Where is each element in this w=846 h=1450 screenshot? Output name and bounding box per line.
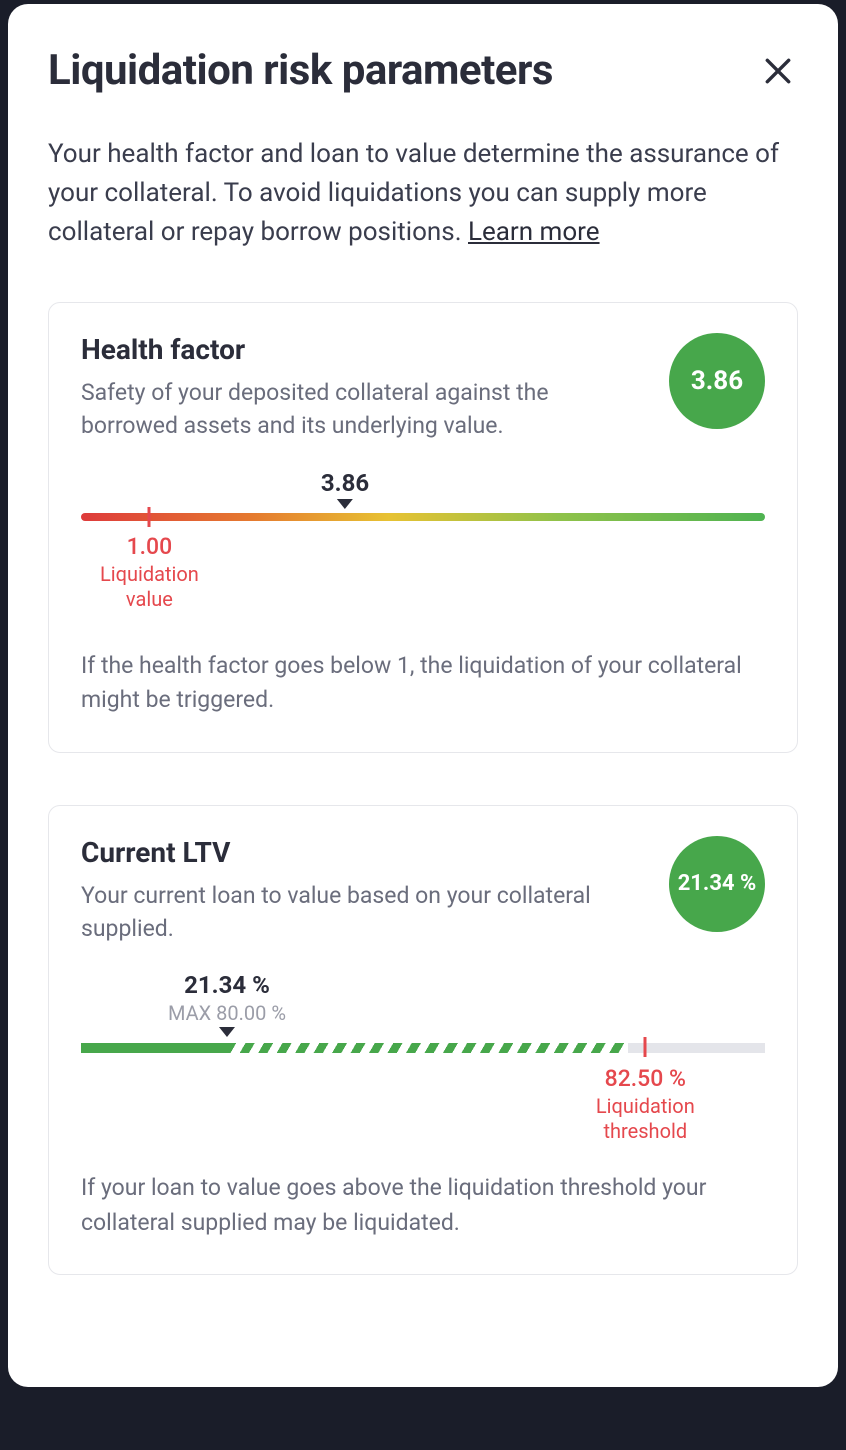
hf-gradient-bar: [81, 513, 765, 521]
ltv-badge: 21.34 %: [669, 836, 765, 932]
hf-badge-value: 3.86: [691, 366, 743, 396]
caret-down-icon: [337, 499, 353, 509]
hf-badge: 3.86: [669, 333, 765, 429]
ltv-gauge: 21.34 % MAX 80.00 % 82.50 % Liquidationt…: [81, 971, 765, 1141]
learn-more-link[interactable]: Learn more: [468, 217, 600, 247]
hf-footer: If the health factor goes below 1, the l…: [81, 649, 765, 718]
hf-title: Health factor: [81, 333, 649, 366]
ltv-threshold-text: Liquidationthreshold: [596, 1094, 695, 1144]
close-button[interactable]: [758, 51, 798, 91]
hf-subtitle: Safety of your deposited collateral agai…: [81, 376, 649, 443]
ltv-footer: If your loan to value goes above the liq…: [81, 1171, 765, 1240]
health-factor-card: Health factor Safety of your deposited c…: [48, 302, 798, 753]
hf-liquidation-text: Liquidationvalue: [100, 562, 199, 612]
liquidation-risk-modal: Liquidation risk parameters Your health …: [8, 4, 838, 1387]
ltv-threshold-label: 82.50 % Liquidationthreshold: [596, 1065, 695, 1144]
ltv-threshold-tick: [644, 1037, 647, 1057]
ltv-badge-value: 21.34 %: [678, 871, 757, 896]
modal-description-text: Your health factor and loan to value det…: [48, 139, 779, 247]
ltv-threshold-value: 82.50 %: [596, 1065, 695, 1092]
hf-current-value: 3.86: [321, 469, 369, 497]
hf-header-text: Health factor Safety of your deposited c…: [81, 333, 649, 443]
ltv-max-label: MAX 80.00 %: [168, 1001, 286, 1025]
ltv-card-header: Current LTV Your current loan to value b…: [81, 836, 765, 946]
hf-liquidation-value: 1.00: [100, 533, 199, 560]
close-icon: [762, 55, 794, 87]
modal-title: Liquidation risk parameters: [48, 46, 553, 95]
ltv-current-marker: 21.34 % MAX 80.00 %: [168, 971, 286, 1037]
hf-card-header: Health factor Safety of your deposited c…: [81, 333, 765, 443]
caret-down-icon: [219, 1027, 235, 1037]
hf-current-marker: 3.86: [321, 469, 369, 509]
modal-description: Your health factor and loan to value det…: [48, 135, 798, 252]
ltv-subtitle: Your current loan to value based on your…: [81, 879, 649, 946]
ltv-header-text: Current LTV Your current loan to value b…: [81, 836, 649, 946]
ltv-bar-stripe-fill: [227, 1043, 628, 1053]
ltv-current-value: 21.34 %: [168, 971, 286, 999]
hf-gauge: 3.86 1.00 Liquidationvalue: [81, 469, 765, 619]
ltv-bar-solid-fill: [81, 1043, 227, 1053]
ltv-card: Current LTV Your current loan to value b…: [48, 805, 798, 1276]
hf-liquidation-label: 1.00 Liquidationvalue: [100, 533, 199, 612]
modal-header: Liquidation risk parameters: [48, 46, 798, 95]
hf-liquidation-tick: [148, 507, 151, 527]
ltv-title: Current LTV: [81, 836, 649, 869]
ltv-bar: [81, 1043, 765, 1053]
